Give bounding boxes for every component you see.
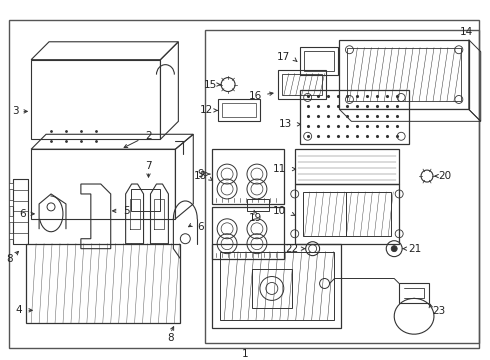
Text: 6: 6 (197, 222, 203, 232)
Text: 13: 13 (279, 119, 293, 129)
Bar (205, 30, 479, 343)
Text: 8: 8 (167, 333, 174, 343)
Text: 23: 23 (432, 306, 445, 316)
Text: 11: 11 (273, 164, 287, 174)
Bar (304, 51, 334, 71)
Text: 18: 18 (194, 171, 207, 181)
Bar (247, 199, 269, 211)
Text: 14: 14 (460, 27, 473, 37)
Text: 1: 1 (242, 349, 248, 359)
Text: 3: 3 (12, 107, 19, 116)
Text: 22: 22 (285, 244, 298, 254)
Bar (9, 216, 13, 222)
Bar (9, 199, 13, 206)
Text: 12: 12 (199, 105, 213, 116)
Circle shape (391, 246, 397, 252)
Text: 16: 16 (248, 91, 262, 102)
Bar (9, 233, 13, 239)
Text: 7: 7 (145, 161, 152, 171)
Bar (13, 179, 28, 244)
Text: 5: 5 (123, 206, 130, 216)
Text: 6: 6 (19, 209, 25, 219)
Text: 19: 19 (248, 213, 262, 223)
Text: 15: 15 (203, 80, 217, 90)
Bar (300, 47, 338, 75)
Bar (222, 103, 256, 117)
Bar (9, 183, 13, 189)
Text: 9: 9 (197, 169, 203, 179)
Bar (131, 189, 160, 211)
Text: 20: 20 (439, 171, 451, 181)
Text: 17: 17 (277, 52, 291, 62)
Text: 10: 10 (273, 206, 286, 216)
Text: 2: 2 (145, 131, 152, 141)
Text: 4: 4 (16, 305, 23, 315)
Text: 21: 21 (409, 244, 422, 254)
Text: 8: 8 (6, 253, 13, 264)
Bar (218, 99, 260, 121)
